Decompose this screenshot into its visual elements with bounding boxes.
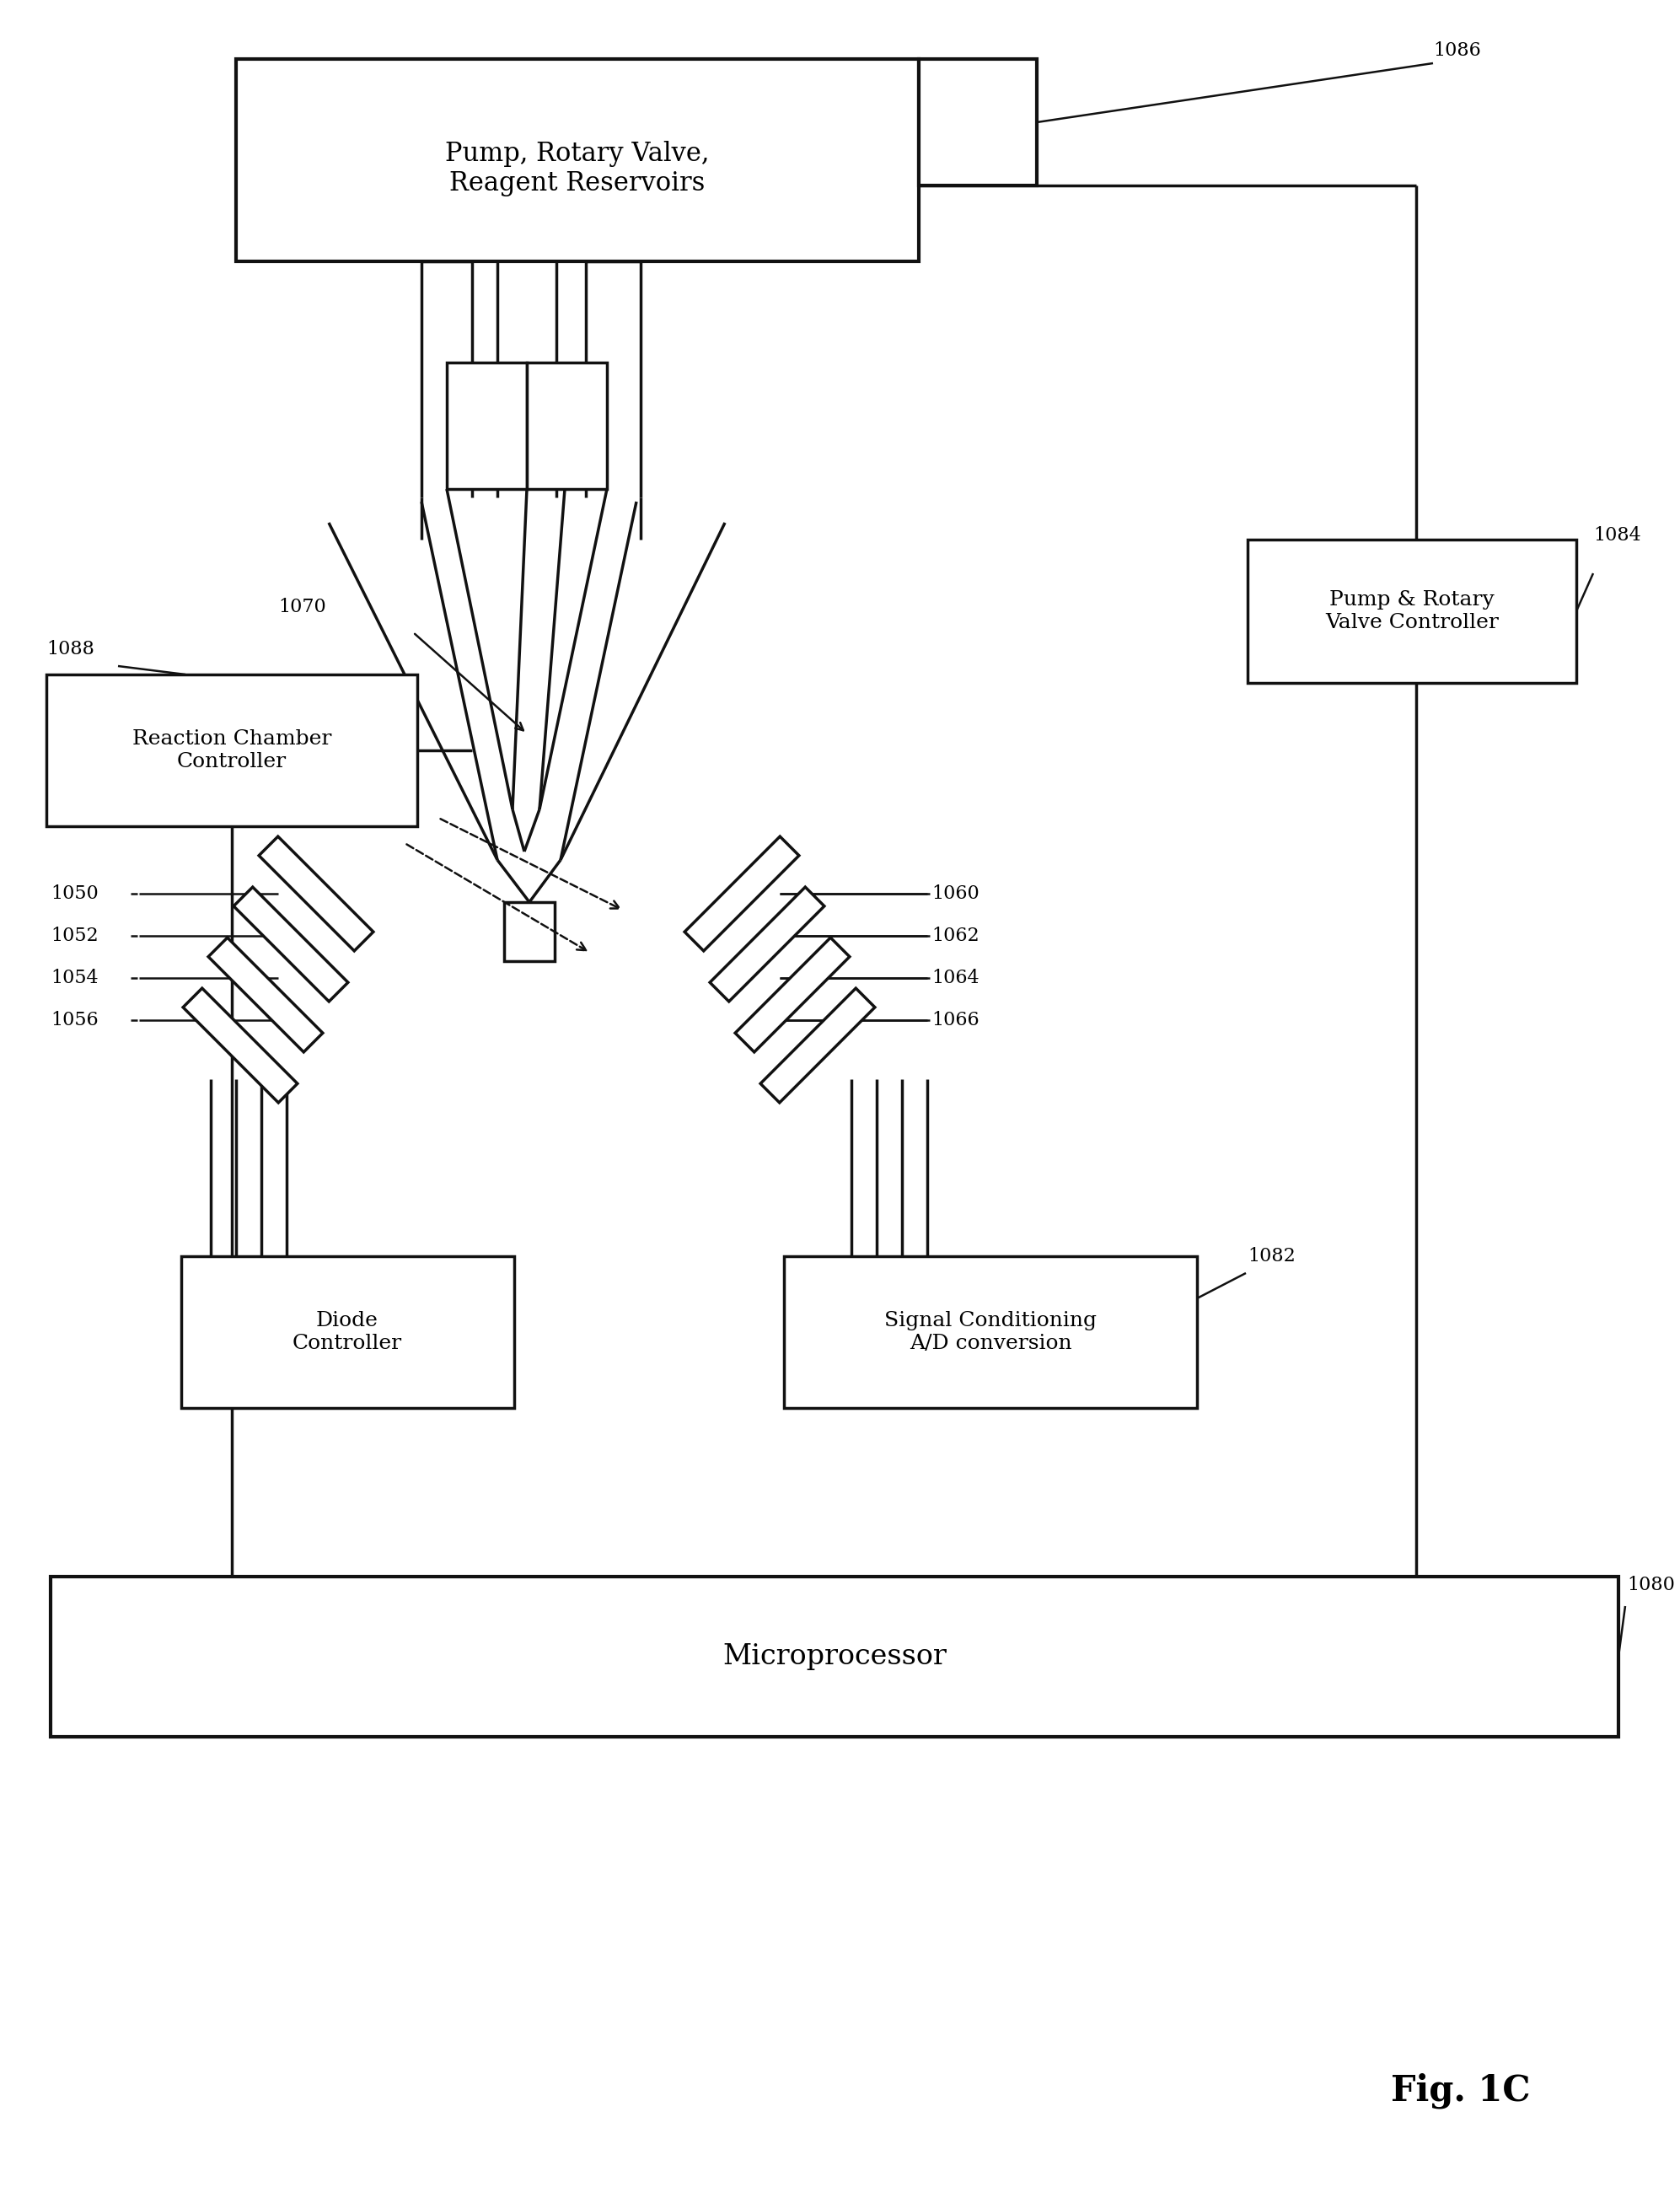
Bar — [504, 901, 554, 960]
Polygon shape — [183, 989, 297, 1102]
Polygon shape — [234, 888, 348, 1002]
Text: Diode
Controller: Diode Controller — [292, 1312, 402, 1354]
Polygon shape — [259, 835, 373, 951]
Bar — [785, 1255, 1196, 1408]
Text: 1050: 1050 — [50, 884, 99, 903]
Text: 1054: 1054 — [50, 969, 99, 986]
Bar — [50, 1577, 1618, 1736]
Text: Microprocessor: Microprocessor — [722, 1642, 946, 1671]
Text: 1084: 1084 — [1593, 527, 1641, 545]
Text: 1070: 1070 — [279, 597, 326, 617]
Bar — [447, 363, 528, 490]
Bar — [528, 363, 606, 490]
Text: Signal Conditioning
A/D conversion: Signal Conditioning A/D conversion — [884, 1312, 1097, 1354]
Text: 1080: 1080 — [1626, 1577, 1675, 1594]
Polygon shape — [736, 938, 850, 1052]
Text: Pump, Rotary Valve,
Reagent Reservoirs: Pump, Rotary Valve, Reagent Reservoirs — [445, 140, 709, 197]
Text: 1066: 1066 — [931, 1010, 979, 1030]
Text: 1088: 1088 — [47, 641, 94, 658]
Text: 1060: 1060 — [931, 884, 979, 903]
Polygon shape — [684, 835, 800, 951]
Text: 1086: 1086 — [1433, 42, 1480, 59]
Text: 1056: 1056 — [50, 1010, 99, 1030]
Bar — [47, 674, 417, 827]
Text: 1052: 1052 — [50, 927, 99, 945]
Polygon shape — [761, 989, 875, 1102]
Text: 1064: 1064 — [931, 969, 979, 986]
Bar — [1248, 540, 1576, 682]
Polygon shape — [711, 888, 825, 1002]
Text: Fig. 1C: Fig. 1C — [1391, 2073, 1530, 2108]
Text: 1082: 1082 — [1248, 1247, 1295, 1266]
Bar — [919, 59, 1037, 186]
Bar — [235, 59, 919, 262]
Bar — [181, 1255, 514, 1408]
Polygon shape — [208, 938, 323, 1052]
Text: 1062: 1062 — [931, 927, 979, 945]
Text: Reaction Chamber
Controller: Reaction Chamber Controller — [133, 730, 331, 772]
Text: Pump & Rotary
Valve Controller: Pump & Rotary Valve Controller — [1326, 590, 1499, 632]
